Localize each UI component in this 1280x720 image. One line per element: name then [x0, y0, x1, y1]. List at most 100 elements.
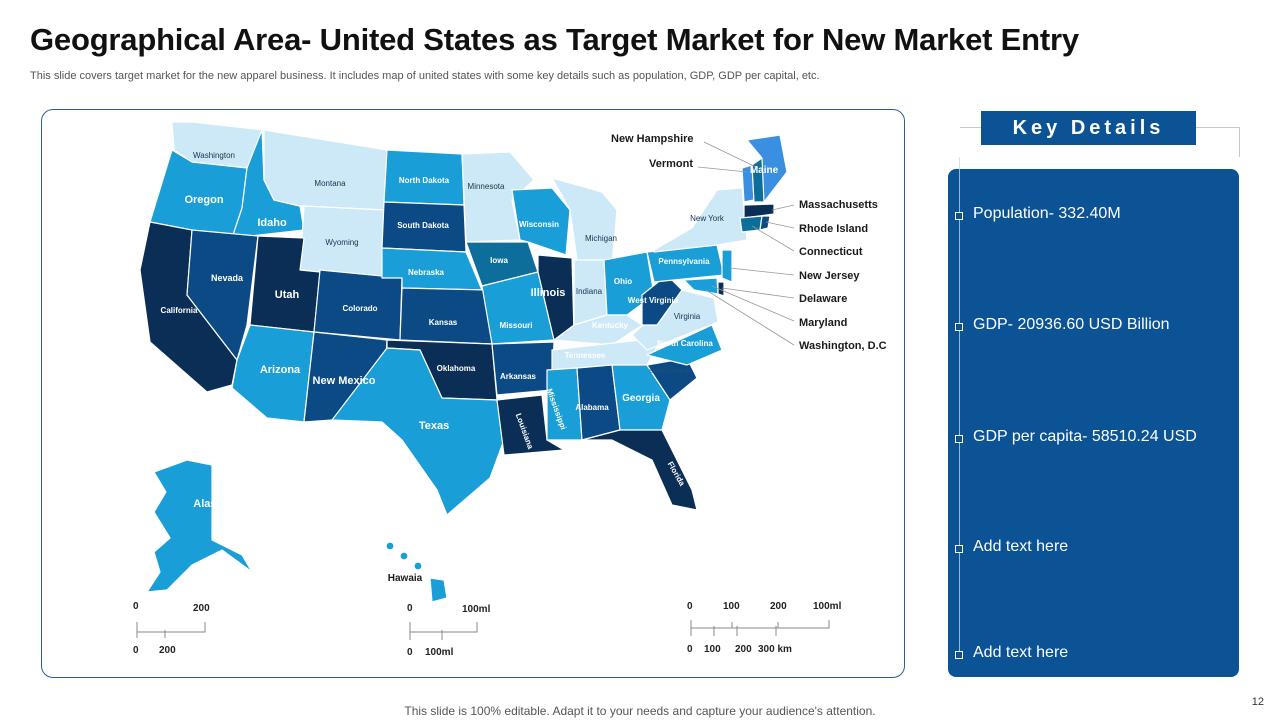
label-arkansas: Arkansas: [500, 372, 537, 381]
bullet-icon: [955, 545, 963, 553]
bullet-icon: [955, 323, 963, 331]
state-new-jersey[interactable]: [721, 249, 733, 283]
scale-bar-hawaii: [409, 622, 478, 640]
callout-line-connecticut: [751, 225, 795, 252]
state-massachusetts[interactable]: [743, 203, 775, 219]
label-iowa: Iowa: [490, 256, 508, 265]
key-detail-placeholder-2[interactable]: Add text here: [955, 644, 1225, 666]
label-alabama: Alabama: [575, 403, 609, 412]
state-hawaii-island[interactable]: [429, 577, 448, 603]
callout-line-washington-dc: [705, 289, 795, 346]
state-nevada[interactable]: [186, 229, 259, 361]
label-nebraska: Nebraska: [408, 268, 445, 277]
key-detail-text: GDP- 20936.60 USD Billion: [973, 316, 1170, 333]
scale-main-bottom-0: 0: [687, 644, 693, 655]
label-tennessee: Tennessee: [565, 351, 606, 360]
label-arizona: Arizona: [260, 364, 301, 376]
key-detail-population: Population- 332.40M: [955, 205, 1225, 227]
state-georgia[interactable]: [611, 364, 671, 431]
scale-alaska-bottom-200: 200: [159, 645, 176, 656]
label-nevada: Nevada: [211, 273, 244, 283]
label-south-carolina: South Carolina: [649, 369, 689, 375]
label-new-york: New York: [690, 214, 725, 223]
state-hawaii-islet-1[interactable]: [385, 541, 395, 551]
state-hawaii-islet-2[interactable]: [399, 551, 409, 561]
callout-line-new-jersey: [729, 267, 795, 276]
label-michigan: Michigan: [585, 234, 617, 243]
scale-main-bottom-300: 300 km: [758, 644, 792, 655]
page-title: Geographical Area- United States as Targ…: [30, 22, 1079, 57]
label-north-dakota: North Dakota: [399, 176, 450, 185]
key-detail-gdp-per-capita: GDP per capita- 58510.24 USD: [955, 428, 1225, 450]
state-alaska[interactable]: [146, 459, 253, 593]
bullet-icon: [955, 651, 963, 659]
key-detail-text[interactable]: Add text here: [973, 644, 1069, 661]
label-wyoming: Wyoming: [325, 238, 358, 247]
label-wisconsin: Wisconsin: [519, 220, 559, 229]
callout-line-maryland: [711, 285, 795, 322]
key-detail-text: GDP per capita- 58510.24 USD: [973, 428, 1197, 445]
callout-line-new-hampshire: [703, 141, 759, 169]
label-colorado: Colorado: [342, 304, 377, 313]
label-utah: Utah: [275, 289, 300, 301]
key-detail-text: Population- 332.40M: [973, 205, 1121, 222]
callout-massachusetts: Massachusetts: [799, 199, 878, 211]
state-kansas[interactable]: [399, 287, 493, 345]
state-hawaii-islet-3[interactable]: [413, 561, 423, 571]
scale-main-bottom-100: 100: [704, 644, 721, 655]
label-virginia: Virginia: [674, 312, 701, 321]
callout-vermont: Vermont: [649, 158, 693, 170]
scale-main-top-0: 0: [687, 601, 693, 612]
scale-hawaii-top-0: 0: [407, 603, 413, 614]
label-pennsylvania: Pennsylvania: [658, 257, 710, 266]
callout-line-rhode-island: [765, 221, 795, 229]
state-florida[interactable]: [581, 429, 698, 511]
label-kansas: Kansas: [429, 318, 458, 327]
state-wisconsin[interactable]: [511, 187, 571, 256]
state-montana[interactable]: [263, 129, 388, 211]
us-map: Washington Oregon California Idaho Nevad…: [136, 121, 887, 640]
label-illinois: Illinois: [531, 287, 566, 299]
bullet-icon: [955, 212, 963, 220]
label-georgia: Georgia: [622, 393, 660, 404]
bullet-icon: [955, 435, 963, 443]
key-details-header: Key Details: [981, 111, 1196, 145]
label-new-mexico: New Mexico: [313, 375, 376, 387]
label-south-dakota: South Dakota: [397, 221, 449, 230]
callout-washington-dc: Washington, D.C: [799, 340, 887, 352]
label-oregon: Oregon: [184, 194, 223, 206]
state-texas[interactable]: [331, 347, 505, 516]
label-missouri: Missouri: [500, 321, 533, 330]
scale-alaska-top-200: 200: [193, 603, 210, 614]
state-maryland[interactable]: [683, 277, 719, 295]
key-detail-text[interactable]: Add text here: [973, 538, 1069, 555]
state-louisiana[interactable]: [496, 394, 565, 456]
state-arkansas[interactable]: [491, 341, 555, 396]
scale-bar-main: [690, 620, 830, 636]
label-kentucky: Kentucky: [592, 321, 629, 330]
label-minnesota: Minnesota: [468, 182, 505, 191]
label-indiana: Indiana: [576, 287, 603, 296]
state-maine[interactable]: [746, 134, 788, 203]
scale-hawaii-bottom-100: 100ml: [425, 647, 454, 658]
scale-main-top-100ml: 100ml: [813, 601, 842, 612]
label-california: California: [161, 306, 198, 315]
scale-alaska-bottom-0: 0: [133, 645, 139, 656]
scale-alaska-top-0: 0: [133, 601, 139, 612]
label-texas: Texas: [419, 420, 449, 432]
callout-connecticut: Connecticut: [799, 246, 863, 258]
scale-hawaii-top-100: 100ml: [462, 604, 491, 615]
callout-rhode-island: Rhode Island: [799, 223, 868, 235]
label-idaho: Idaho: [257, 217, 287, 229]
callout-new-jersey: New Jersey: [799, 270, 860, 282]
callout-delaware: Delaware: [799, 293, 847, 305]
scale-main-top-200: 200: [770, 601, 787, 612]
callout-line-delaware: [721, 287, 795, 299]
key-detail-placeholder-1[interactable]: Add text here: [955, 538, 1225, 560]
page-subtitle: This slide covers target market for the …: [30, 70, 820, 82]
callout-new-hampshire: New Hampshire: [611, 133, 694, 145]
page-number: 12: [1251, 696, 1264, 708]
state-north-carolina[interactable]: [646, 324, 723, 366]
label-maine: Maine: [750, 165, 779, 176]
state-rhode-island[interactable]: [759, 215, 771, 231]
